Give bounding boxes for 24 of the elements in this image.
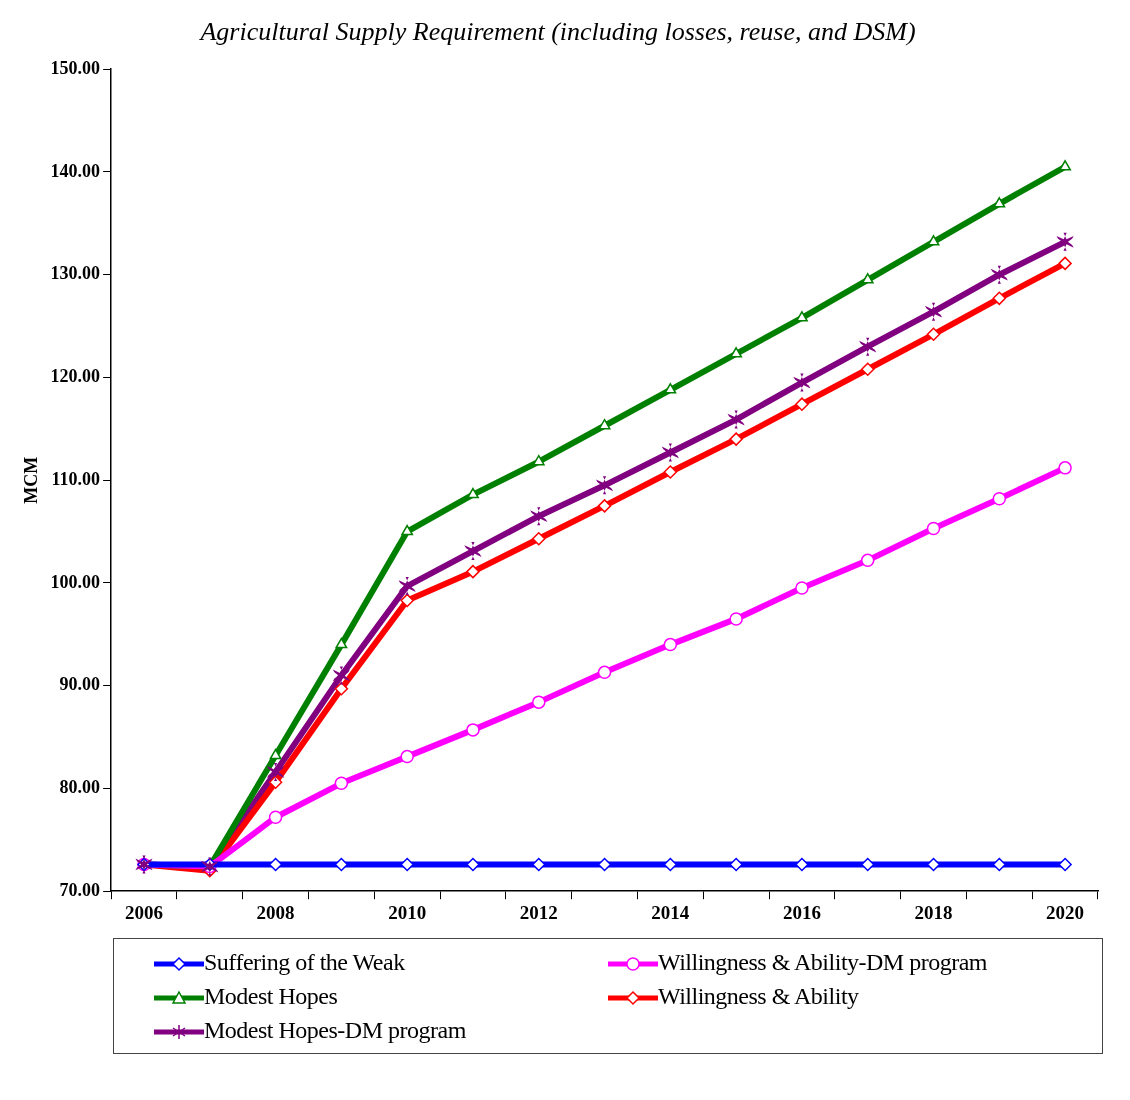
- x-tick-label: 2010: [388, 901, 427, 923]
- legend-label: Modest Hopes: [204, 983, 338, 1009]
- chart-title: Agricultural Supply Requirement (including losses, reuse, and DSM): [198, 17, 916, 47]
- x-tick-label: 2020: [1046, 901, 1085, 923]
- y-tick-label: 130.00: [50, 263, 101, 284]
- y-tick-label: 110.00: [51, 468, 101, 489]
- x-tick-label: 2014: [651, 901, 690, 923]
- x-tick-label: 2012: [519, 901, 558, 923]
- x-tick-label: 2006: [125, 901, 163, 923]
- y-tick-label: 70.00: [59, 879, 101, 900]
- legend-label: Modest Hopes-DM program: [204, 1017, 466, 1043]
- x-tick-label: 2018: [914, 901, 953, 923]
- x-tick-label: 2008: [256, 901, 295, 923]
- y-tick-label: 120.00: [50, 366, 101, 387]
- y-tick-label: 90.00: [59, 674, 101, 695]
- y-tick-label: 140.00: [50, 160, 101, 181]
- y-tick-label: 100.00: [50, 571, 101, 592]
- legend-label: Willingness & Ability-DM program: [658, 949, 988, 975]
- legend-label: Willingness & Ability: [658, 983, 859, 1009]
- y-axis-title: MCM: [21, 456, 42, 504]
- y-tick-label: 80.00: [59, 777, 101, 798]
- x-tick-label: 2016: [782, 901, 821, 923]
- legend-label: Suffering of the Weak: [204, 949, 405, 975]
- y-tick-label: 150.00: [50, 57, 101, 78]
